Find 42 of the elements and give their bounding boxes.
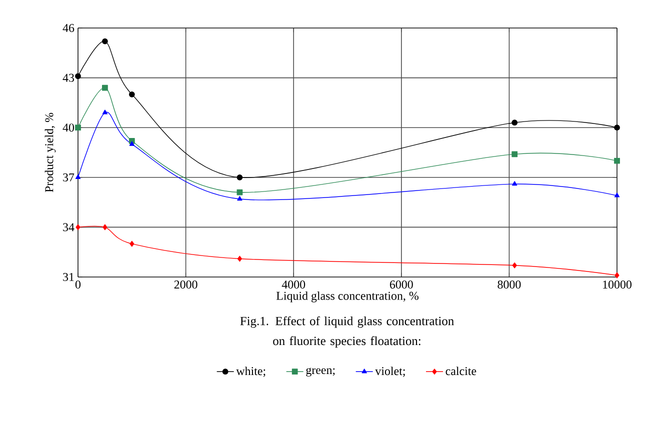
point: [130, 240, 134, 247]
legend-label: violet;: [375, 366, 405, 377]
point: [512, 262, 517, 268]
point: [614, 158, 620, 164]
x-tick-label: 6000: [390, 280, 413, 289]
point: [75, 174, 81, 180]
point: [102, 38, 108, 44]
x-tick-label: 0: [75, 280, 81, 289]
y-tick-label: 37: [63, 173, 74, 182]
y-tick-label: 40: [62, 124, 74, 132]
point: [102, 84, 108, 91]
legend-label: white;: [236, 366, 266, 377]
point: [512, 120, 518, 126]
point: [237, 256, 242, 262]
y-tick-label: 34: [63, 223, 74, 232]
point: [75, 73, 81, 80]
caption: Fig.1. Effect of liquid glass concentration on fluorite species floatation:: [240, 316, 454, 348]
x-tick-label: 10000: [603, 280, 632, 289]
x-tick-label: 4000: [282, 280, 306, 289]
point: [236, 174, 243, 180]
y-tick-label: 43: [62, 74, 74, 82]
point: [614, 124, 620, 131]
point: [237, 196, 242, 201]
point: [129, 141, 134, 146]
point: [512, 181, 518, 186]
y-tick-label: 31: [63, 272, 74, 282]
point: [236, 189, 243, 196]
point: [102, 110, 108, 114]
point: [102, 224, 108, 230]
legend-label: green;: [306, 368, 335, 377]
y-axis-title: Product yield, %: [44, 112, 56, 192]
point: [128, 91, 135, 98]
point: [614, 192, 620, 198]
point: [75, 124, 81, 131]
y-tick-label: 46: [62, 24, 74, 32]
legend-label: calcite: [446, 366, 476, 376]
x-axis-title: Liquid glass concentration, %: [276, 291, 418, 302]
point: [76, 224, 80, 230]
point: [512, 151, 518, 158]
x-tick-label: 8000: [498, 280, 521, 289]
x-tick-label: 2000: [174, 280, 198, 289]
point: [614, 272, 620, 278]
